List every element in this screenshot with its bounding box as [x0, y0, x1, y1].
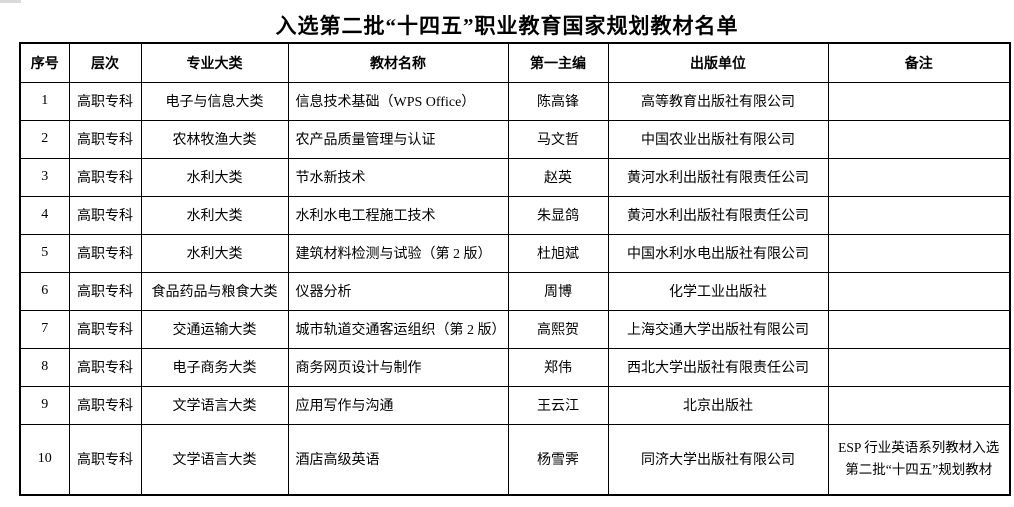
cell-editor: 马文哲	[507, 119, 609, 159]
cell-editor: 郑伟	[507, 347, 609, 387]
header-publisher: 出版单位	[607, 42, 829, 83]
cell-book: 应用写作与沟通	[287, 385, 509, 425]
page-title: 入选第二批“十四五”职业教育国家规划教材名单	[275, 14, 739, 38]
table-row: 10 高职专科 文学语言大类 酒店高级英语 杨雪霁 同济大学出版社有限公司 ESP 行业英语…	[19, 423, 1011, 496]
cell-book: 仪器分析	[287, 271, 509, 311]
cell-book: 信息技术基础（WPS Office）	[287, 81, 509, 121]
cell-category: 水利大类	[140, 233, 289, 273]
cell-publisher: 中国农业出版社有限公司	[607, 119, 829, 159]
cell-category: 水利大类	[140, 195, 289, 235]
cell-publisher: 同济大学出版社有限公司	[607, 423, 829, 496]
cell-level: 高职专科	[68, 385, 142, 425]
cell-category: 交通运输大类	[140, 309, 289, 349]
cell-seq: 9	[19, 385, 70, 425]
cell-remark	[827, 271, 1011, 311]
cell-level: 高职专科	[68, 119, 142, 159]
table-row: 6 高职专科 食品药品与粮食大类 仪器分析 周博 化学工业出版社	[19, 271, 1011, 311]
cell-category: 文学语言大类	[140, 423, 289, 496]
cell-seq: 6	[19, 271, 70, 311]
cell-book: 酒店高级英语	[287, 423, 509, 496]
cell-remark	[827, 347, 1011, 387]
cell-level: 高职专科	[68, 233, 142, 273]
cell-category: 食品药品与粮食大类	[140, 271, 289, 311]
header-level: 层次	[68, 42, 142, 83]
cell-remark	[827, 233, 1011, 273]
cell-editor: 高熙贺	[507, 309, 609, 349]
table-row: 3 高职专科 水利大类 节水新技术 赵英 黄河水利出版社有限责任公司	[19, 157, 1011, 197]
cell-editor: 杜旭斌	[507, 233, 609, 273]
cell-book: 水利水电工程施工技术	[287, 195, 509, 235]
cell-level: 高职专科	[68, 347, 142, 387]
cell-level: 高职专科	[68, 81, 142, 121]
header-remark: 备注	[827, 42, 1011, 83]
cell-book: 城市轨道交通客运组织（第 2 版）	[287, 309, 509, 349]
cell-editor: 赵英	[507, 157, 609, 197]
cell-editor: 杨雪霁	[507, 423, 609, 496]
cell-level: 高职专科	[68, 423, 142, 496]
cell-remark	[827, 385, 1011, 425]
cell-category: 农林牧渔大类	[140, 119, 289, 159]
cell-level: 高职专科	[68, 157, 142, 197]
cell-category: 水利大类	[140, 157, 289, 197]
cell-remark	[827, 157, 1011, 197]
cell-publisher: 黄河水利出版社有限责任公司	[607, 195, 829, 235]
header-category: 专业大类	[140, 42, 289, 83]
cell-seq: 2	[19, 119, 70, 159]
cell-publisher: 黄河水利出版社有限责任公司	[607, 157, 829, 197]
cell-editor: 周博	[507, 271, 609, 311]
table-row: 1 高职专科 电子与信息大类 信息技术基础（WPS Office） 陈高锋 高等教育出版社…	[19, 81, 1011, 121]
table-body: 1 高职专科 电子与信息大类 信息技术基础（WPS Office） 陈高锋 高等教育出版社…	[19, 81, 1011, 496]
table-header-row: 序号 层次 专业大类 教材名称 第一主编 出版单位 备注	[19, 42, 1011, 83]
screen-corner-artifact	[0, 0, 21, 3]
cell-category: 电子商务大类	[140, 347, 289, 387]
cell-book: 农产品质量管理与认证	[287, 119, 509, 159]
cell-publisher: 西北大学出版社有限责任公司	[607, 347, 829, 387]
cell-publisher: 化学工业出版社	[607, 271, 829, 311]
cell-remark	[827, 195, 1011, 235]
header-seq: 序号	[19, 42, 70, 83]
cell-remark	[827, 309, 1011, 349]
table-row: 5 高职专科 水利大类 建筑材料检测与试验（第 2 版） 杜旭斌 中国水利水电出版社有限公…	[19, 233, 1011, 273]
table-row: 2 高职专科 农林牧渔大类 农产品质量管理与认证 马文哲 中国农业出版社有限公司	[19, 119, 1011, 159]
cell-remark	[827, 119, 1011, 159]
cell-remark: ESP 行业英语系列教材入选第二批“十四五”规划教材	[827, 423, 1011, 496]
table-row: 9 高职专科 文学语言大类 应用写作与沟通 王云江 北京出版社	[19, 385, 1011, 425]
cell-seq: 10	[19, 423, 70, 496]
cell-seq: 3	[19, 157, 70, 197]
cell-level: 高职专科	[68, 195, 142, 235]
cell-seq: 5	[19, 233, 70, 273]
cell-category: 文学语言大类	[140, 385, 289, 425]
cell-seq: 1	[19, 81, 70, 121]
table-row: 4 高职专科 水利大类 水利水电工程施工技术 朱显鸽 黄河水利出版社有限责任公司	[19, 195, 1011, 235]
cell-seq: 8	[19, 347, 70, 387]
cell-editor: 王云江	[507, 385, 609, 425]
cell-editor: 陈高锋	[507, 81, 609, 121]
table-row: 8 高职专科 电子商务大类 商务网页设计与制作 郑伟 西北大学出版社有限责任公司	[19, 347, 1011, 387]
cell-publisher: 上海交通大学出版社有限公司	[607, 309, 829, 349]
cell-publisher: 北京出版社	[607, 385, 829, 425]
cell-seq: 4	[19, 195, 70, 235]
cell-publisher: 中国水利水电出版社有限公司	[607, 233, 829, 273]
cell-book: 建筑材料检测与试验（第 2 版）	[287, 233, 509, 273]
table-row: 7 高职专科 交通运输大类 城市轨道交通客运组织（第 2 版） 高熙贺 上海交通大学出版社…	[19, 309, 1011, 349]
header-book: 教材名称	[287, 42, 509, 83]
cell-level: 高职专科	[68, 309, 142, 349]
cell-seq: 7	[19, 309, 70, 349]
cell-publisher: 高等教育出版社有限公司	[607, 81, 829, 121]
cell-remark	[827, 81, 1011, 121]
cell-editor: 朱显鸽	[507, 195, 609, 235]
header-editor: 第一主编	[507, 42, 609, 83]
cell-level: 高职专科	[68, 271, 142, 311]
cell-book: 节水新技术	[287, 157, 509, 197]
cell-book: 商务网页设计与制作	[287, 347, 509, 387]
cell-category: 电子与信息大类	[140, 81, 289, 121]
textbook-roster-table: 序号 层次 专业大类 教材名称 第一主编 出版单位 备注 1 高职专科 电子与信息大…	[19, 42, 1011, 496]
